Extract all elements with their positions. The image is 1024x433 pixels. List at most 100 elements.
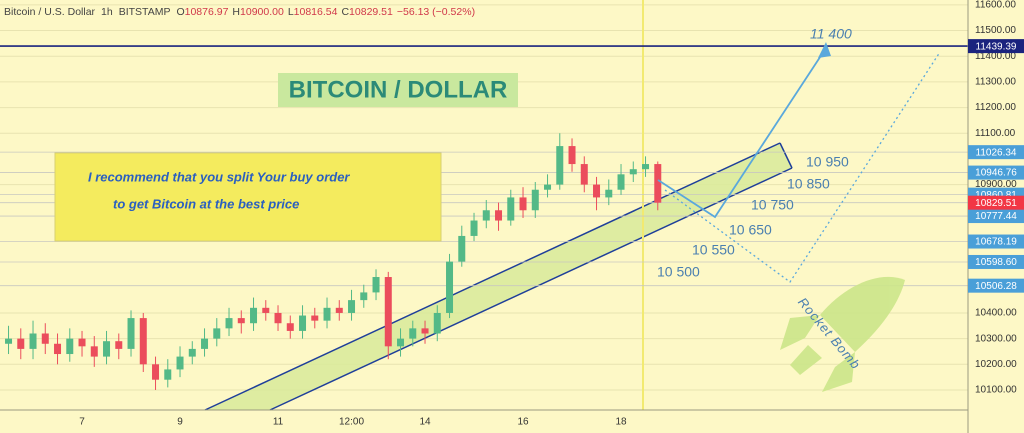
level-box xyxy=(968,145,1024,160)
y-tick-label: 10400.00 xyxy=(975,308,1017,319)
candle-body xyxy=(348,300,356,313)
candle-body xyxy=(580,164,588,185)
candle-body xyxy=(568,146,576,165)
candle-body xyxy=(323,307,331,321)
chart-title: BITCOIN / DOLLAR xyxy=(289,76,508,103)
candle-body xyxy=(617,174,625,190)
candle-body xyxy=(201,338,209,349)
y-tick-label: 11600.00 xyxy=(975,0,1016,11)
candle-body xyxy=(495,210,503,221)
channel-lower xyxy=(269,167,793,411)
candle-body xyxy=(286,323,294,331)
x-tick-label: 11 xyxy=(273,417,284,428)
candle-body xyxy=(605,189,613,198)
level-box xyxy=(968,234,1024,249)
candle-body xyxy=(66,338,74,355)
candle-body xyxy=(482,210,490,221)
candles xyxy=(5,133,662,390)
interval: 1h xyxy=(101,6,113,18)
level-box xyxy=(968,278,1024,293)
level-label: 10598.60 xyxy=(975,257,1017,268)
candle-body xyxy=(556,146,564,185)
candle-body xyxy=(213,328,221,339)
candle-body xyxy=(409,328,417,339)
candle-body xyxy=(507,197,515,221)
header: Bitcoin / U.S. Dollar 1h BITSTAMP O10876.97… xyxy=(4,6,475,18)
level-annotation: 10 950 xyxy=(806,154,849,170)
candle-body xyxy=(127,318,135,349)
last-price-label: 10829.51 xyxy=(975,198,1017,209)
dotted-path xyxy=(664,51,941,283)
level-label: 10860.81 xyxy=(975,190,1017,201)
level-annotation: 10 650 xyxy=(729,222,772,238)
change: −56.13 (−0.52%) xyxy=(397,6,475,18)
x-tick-label: 12:00 xyxy=(339,417,364,428)
title-box xyxy=(278,73,518,107)
y-tick-label: 11500.00 xyxy=(975,25,1016,36)
candle-body xyxy=(519,197,527,211)
candle-body xyxy=(262,307,270,313)
candle-body xyxy=(164,369,172,380)
candle-body xyxy=(433,312,441,334)
ohlc-value: 10876.97 xyxy=(185,6,229,18)
ohlc-label: H xyxy=(232,6,240,18)
level-annotation: 10 850 xyxy=(787,176,830,192)
channel-edge xyxy=(779,142,793,169)
last-price-box xyxy=(968,195,1024,210)
ohlc-value: 10900.00 xyxy=(240,6,284,18)
candle-body xyxy=(421,328,429,334)
y-tick-label: 10900.00 xyxy=(975,179,1017,190)
candle-body xyxy=(642,164,650,170)
channel-upper xyxy=(204,142,781,411)
x-tick-label: 16 xyxy=(517,417,529,428)
note-line: to get Bitcoin at the best price xyxy=(113,196,299,211)
candle-body xyxy=(654,164,662,203)
candle-body xyxy=(250,307,258,324)
candle-body xyxy=(152,364,160,380)
candle-body xyxy=(629,169,637,175)
projection-path xyxy=(657,47,827,219)
candle-body xyxy=(397,338,405,347)
level-label: 10506.28 xyxy=(975,281,1017,292)
ohlc-value: 10816.54 xyxy=(294,6,338,18)
candle-body xyxy=(103,341,111,357)
candle-body xyxy=(41,333,49,344)
candle-body xyxy=(17,338,25,349)
y-tick-label: 10100.00 xyxy=(975,385,1017,396)
level-box xyxy=(968,165,1024,180)
candle-body xyxy=(335,307,343,313)
candle-body xyxy=(446,261,454,313)
y-tick-label: 10200.00 xyxy=(975,359,1017,370)
target-label: 11 400 xyxy=(810,26,852,42)
candle-body xyxy=(299,315,307,331)
y-tick-label: 11300.00 xyxy=(975,77,1016,88)
candle-body xyxy=(5,338,13,344)
symbol: Bitcoin / U.S. Dollar xyxy=(4,6,96,18)
y-tick-label: 11200.00 xyxy=(975,102,1016,113)
candle-body xyxy=(274,312,282,324)
x-tick-label: 7 xyxy=(79,417,85,428)
note-box xyxy=(54,152,442,242)
level-label: 11026.34 xyxy=(976,147,1017,158)
note-line: I recommend that you split Your buy orde… xyxy=(88,169,350,184)
candle-body xyxy=(176,356,184,370)
level-box xyxy=(968,254,1024,269)
level-annotation: 10 550 xyxy=(692,242,735,258)
candle-body xyxy=(78,338,86,347)
axis-labels: 11600.00 11500.00 11400.00 11300.00 11200.00… xyxy=(79,0,1024,428)
x-tick-label: 14 xyxy=(419,417,431,428)
candle-body xyxy=(470,220,478,236)
y-tick-label: 11100.00 xyxy=(975,128,1016,139)
ohlc-label: L xyxy=(288,6,294,18)
level-annotation: 10 750 xyxy=(751,197,794,213)
ohlc-label: C xyxy=(341,6,349,18)
ohlc-value: 10829.51 xyxy=(349,6,393,18)
candle-body xyxy=(29,333,37,349)
price-line-box xyxy=(968,39,1024,54)
candle-body xyxy=(225,318,233,329)
y-tick-label: 11400.00 xyxy=(975,51,1016,62)
candle-body xyxy=(360,292,368,301)
x-tick-label: 9 xyxy=(177,417,183,428)
